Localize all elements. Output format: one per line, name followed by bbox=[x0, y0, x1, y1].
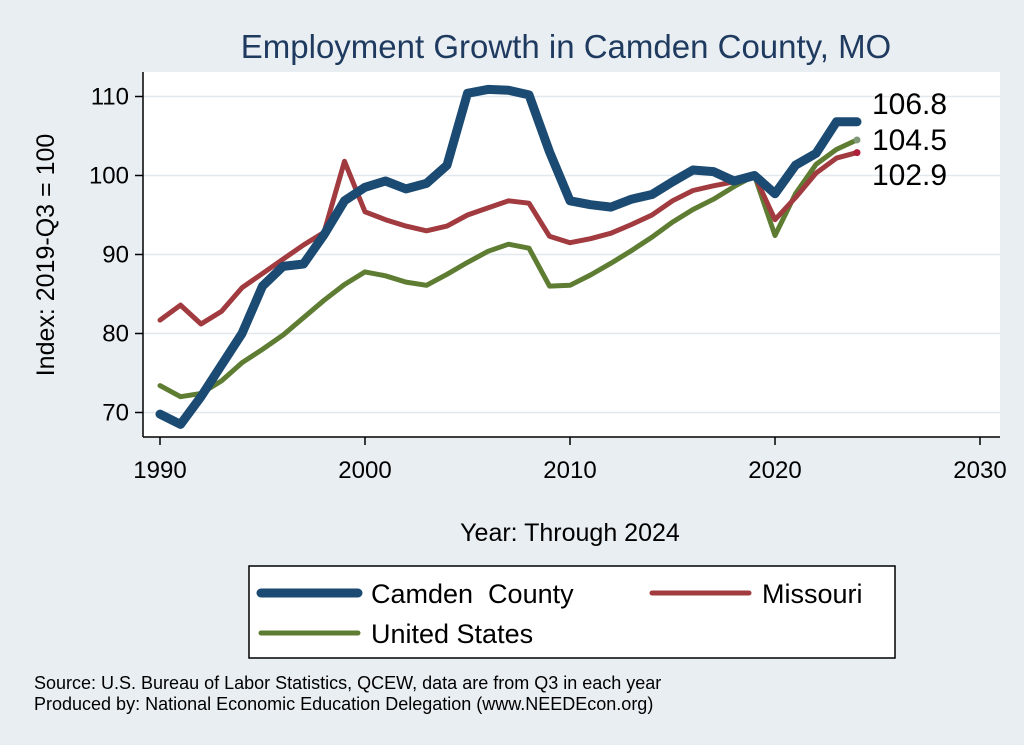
end-label-0: 106.8 bbox=[872, 88, 947, 121]
end-label-1: 102.9 bbox=[872, 159, 947, 192]
axes: 70 80 90 100 110 1990 2000 2010 2020 2030 bbox=[89, 72, 1007, 484]
series-line-0 bbox=[155, 84, 862, 429]
series-lines bbox=[155, 84, 862, 429]
end-marker-1 bbox=[853, 149, 861, 157]
x-tick-label-2020: 2020 bbox=[748, 457, 801, 484]
y-axis-title: Index: 2019-Q3 = 100 bbox=[32, 134, 60, 377]
legend-box bbox=[248, 565, 896, 659]
legend-label-2: United States bbox=[371, 619, 533, 649]
end-marker-2 bbox=[853, 136, 861, 144]
x-tick-label-2010: 2010 bbox=[543, 457, 596, 484]
chart-title: Employment Growth in Camden County, MO bbox=[241, 28, 891, 65]
end-marker-0 bbox=[853, 118, 861, 126]
y-tick-label-100: 100 bbox=[89, 163, 129, 190]
y-tick-label-90: 90 bbox=[102, 242, 129, 269]
x-tick-label-2030: 2030 bbox=[953, 457, 1006, 484]
legend-label-0: Camden County bbox=[371, 579, 574, 609]
x-axis-title: Year: Through 2024 bbox=[460, 519, 680, 547]
end-label-2: 104.5 bbox=[872, 124, 947, 157]
y-tick-label-70: 70 bbox=[102, 400, 129, 427]
gridlines bbox=[143, 95, 1000, 414]
x-tick-label-2000: 2000 bbox=[338, 457, 391, 484]
y-tick-label-80: 80 bbox=[102, 321, 129, 348]
source-note: Source: U.S. Bureau of Labor Statistics,… bbox=[34, 673, 661, 693]
x-tick-label-1990: 1990 bbox=[133, 457, 186, 484]
y-tick-label-110: 110 bbox=[91, 84, 129, 111]
legend-label-1: Missouri bbox=[762, 579, 863, 609]
legend: Camden County Missouri United States bbox=[248, 565, 896, 659]
producer-note: Produced by: National Economic Education… bbox=[34, 694, 653, 714]
